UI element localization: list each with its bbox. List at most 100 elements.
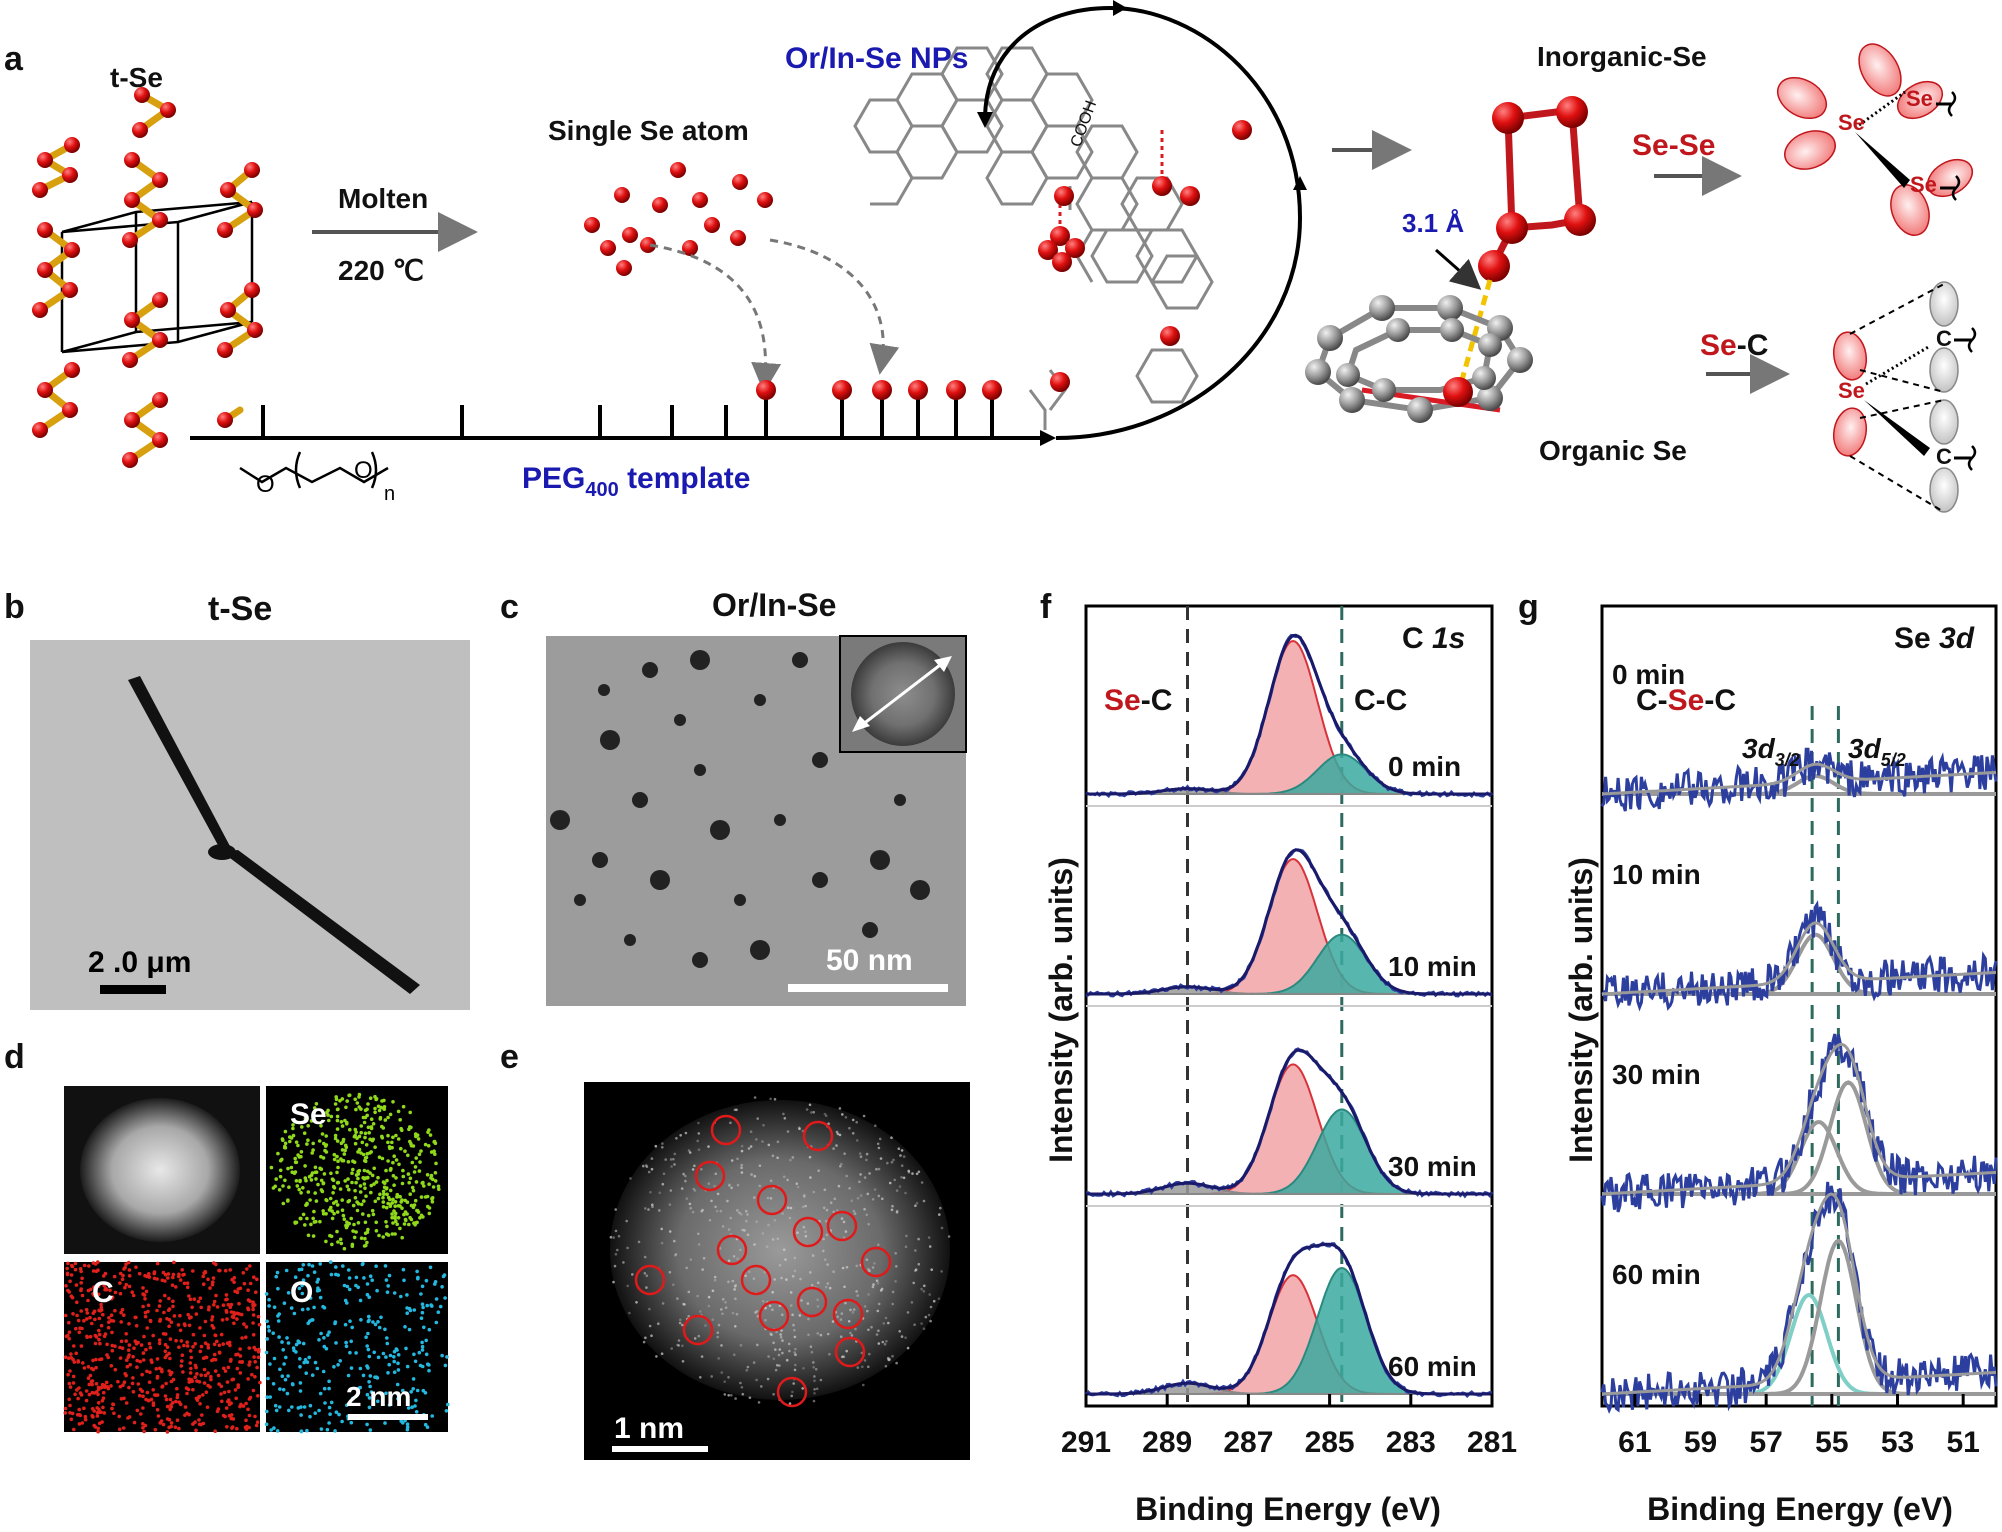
- map-dot: [287, 1185, 291, 1189]
- map-dot: [335, 1210, 340, 1214]
- map-dot: [224, 1293, 229, 1297]
- map-dot: [99, 1410, 103, 1414]
- map-dot: [217, 1382, 221, 1386]
- noise-dot: [682, 1302, 685, 1306]
- map-dot: [358, 1190, 363, 1194]
- noise-dot: [845, 1265, 849, 1269]
- map-dot: [345, 1220, 349, 1224]
- map-dot: [408, 1192, 413, 1196]
- map-dot: [90, 1321, 94, 1326]
- noise-dot: [647, 1170, 651, 1174]
- noise-dot: [773, 1097, 777, 1101]
- noise-dot: [612, 1280, 615, 1284]
- map-dot: [405, 1311, 410, 1315]
- map-dot: [345, 1122, 349, 1126]
- panel-g-xlabel: Binding Energy (eV): [1647, 1491, 1953, 1527]
- map-dot: [337, 1412, 341, 1417]
- noise-dot: [669, 1189, 673, 1192]
- noise-dot: [783, 1175, 786, 1179]
- noise-dot: [837, 1184, 841, 1188]
- map-dot: [362, 1120, 367, 1125]
- map-dot: [166, 1272, 171, 1276]
- map-dot: [94, 1382, 99, 1386]
- map-dot: [238, 1371, 243, 1375]
- atom-marker: [826, 1210, 858, 1242]
- map-dot: [327, 1379, 331, 1384]
- map-dot: [281, 1387, 286, 1392]
- map-dot: [311, 1216, 316, 1221]
- map-dot: [176, 1323, 181, 1327]
- map-dot: [316, 1182, 320, 1187]
- noise-dot: [772, 1357, 776, 1361]
- map-dot: [255, 1394, 260, 1398]
- svg-text:Se: Se: [1838, 110, 1865, 135]
- map-dot: [401, 1168, 405, 1173]
- noise-dot: [835, 1130, 839, 1134]
- map-dot: [367, 1405, 372, 1410]
- map-dot: [388, 1112, 393, 1117]
- map-dot: [340, 1198, 345, 1202]
- map-dot: [229, 1401, 233, 1405]
- noise-dot: [648, 1324, 652, 1328]
- noise-dot: [850, 1199, 854, 1202]
- map-dot: [398, 1194, 402, 1199]
- noise-dot: [781, 1313, 784, 1317]
- noise-dot: [785, 1278, 788, 1281]
- noise-dot: [813, 1388, 816, 1391]
- map-dot: [414, 1398, 418, 1403]
- map-dot: [384, 1186, 389, 1191]
- map-dot: [155, 1308, 159, 1313]
- map-dot: [286, 1374, 290, 1378]
- fit-envelope: [1086, 848, 1492, 996]
- map-dot: [344, 1344, 349, 1349]
- map-dot: [92, 1423, 96, 1428]
- map-dot: [289, 1165, 294, 1170]
- map-dot: [296, 1153, 300, 1157]
- peg-formula-o2: O: [354, 457, 373, 484]
- noise-dot: [756, 1343, 759, 1347]
- map-dot: [314, 1219, 318, 1224]
- noise-dot: [675, 1137, 678, 1140]
- map-dot: [283, 1129, 288, 1134]
- map-dot: [391, 1221, 395, 1225]
- map-dot: [368, 1274, 373, 1278]
- map-dot: [362, 1182, 367, 1186]
- map-dot: [125, 1364, 130, 1369]
- map-dot: [288, 1139, 292, 1144]
- map-dot: [102, 1283, 106, 1288]
- noise-dot: [723, 1380, 726, 1383]
- map-dot: [147, 1380, 152, 1384]
- map-dot: [144, 1347, 148, 1352]
- map-dot: [149, 1358, 153, 1362]
- noise-dot: [723, 1393, 727, 1396]
- map-dot: [174, 1338, 178, 1343]
- map-dot: [160, 1369, 164, 1374]
- noise-dot: [877, 1243, 880, 1247]
- map-dot: [352, 1134, 357, 1139]
- map-dot: [395, 1382, 400, 1387]
- map-dot: [127, 1274, 132, 1278]
- map-dot: [343, 1298, 348, 1303]
- map-dot: [75, 1300, 79, 1305]
- noise-dot: [891, 1302, 894, 1306]
- map-dot: [299, 1413, 303, 1417]
- map-dot: [317, 1139, 322, 1143]
- map-dot: [109, 1318, 114, 1323]
- noise-dot: [684, 1174, 687, 1178]
- noise-dot: [682, 1172, 685, 1176]
- map-dot: [196, 1299, 201, 1304]
- map-dot: [306, 1273, 310, 1278]
- map-dot: [320, 1132, 325, 1136]
- map-dot: [394, 1158, 399, 1162]
- map-dot: [64, 1334, 69, 1339]
- map-dot: [221, 1413, 226, 1418]
- map-dot: [332, 1152, 337, 1157]
- map-dot: [284, 1268, 289, 1273]
- map-dot: [276, 1286, 280, 1291]
- map-dot: [384, 1205, 389, 1210]
- map-dot: [342, 1152, 347, 1156]
- map-dot: [429, 1303, 433, 1307]
- map-dot: [264, 1422, 269, 1427]
- map-dot: [141, 1358, 146, 1362]
- noise-dot: [614, 1229, 618, 1233]
